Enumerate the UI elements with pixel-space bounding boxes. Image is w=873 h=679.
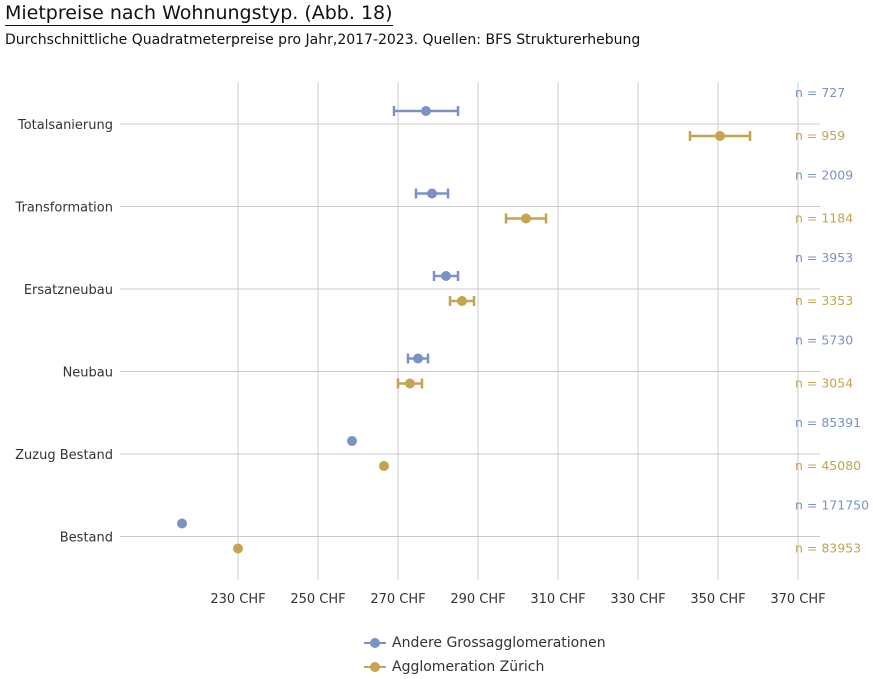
category-label: Ersatzneubau xyxy=(24,283,113,298)
n-label: n = 3054 xyxy=(795,376,853,391)
chart-title: Mietpreise nach Wohnungstyp. (Abb. 18) xyxy=(5,2,393,26)
n-label: n = 5730 xyxy=(795,333,853,348)
data-point xyxy=(421,106,431,116)
category-label: Totalsanierung xyxy=(17,118,113,133)
legend-swatch-zurich-icon xyxy=(364,661,386,673)
n-label: n = 1184 xyxy=(795,211,853,226)
n-label: n = 3953 xyxy=(795,250,853,265)
data-point xyxy=(715,131,725,141)
n-label: n = 85391 xyxy=(795,415,861,430)
data-point xyxy=(405,378,415,389)
n-label: n = 959 xyxy=(795,128,845,143)
legend-label-other: Andere Grossagglomerationen xyxy=(392,635,606,651)
n-label: n = 45080 xyxy=(795,458,861,473)
x-tick-label: 310 CHF xyxy=(530,592,585,607)
chart-subtitle: Durchschnittliche Quadratmeterpreise pro… xyxy=(5,32,641,48)
data-point xyxy=(413,353,423,364)
data-point xyxy=(233,543,243,554)
data-point xyxy=(457,296,467,306)
x-tick-label: 270 CHF xyxy=(370,592,425,607)
data-point xyxy=(427,188,437,199)
x-tick-label: 290 CHF xyxy=(450,592,505,607)
n-label: n = 3353 xyxy=(795,293,853,308)
legend-label-zurich: Agglomeration Zürich xyxy=(392,659,545,675)
data-point xyxy=(441,271,451,281)
chart-plot: 230 CHF 250 CHF 270 CHF 290 CHF 310 CHF 330 C… xyxy=(14,82,869,607)
data-point xyxy=(347,436,357,446)
category-label: Neubau xyxy=(63,366,113,381)
n-label: n = 171750 xyxy=(795,498,869,513)
x-tick-label: 330 CHF xyxy=(610,592,665,607)
x-tick-label: 370 CHF xyxy=(770,592,825,607)
n-label: n = 83953 xyxy=(795,541,861,556)
legend-item-zurich[interactable]: Agglomeration Zürich xyxy=(364,655,606,679)
data-point xyxy=(521,213,531,224)
x-tick-label: 230 CHF xyxy=(210,592,265,607)
category-label: Bestand xyxy=(60,531,113,546)
data-point xyxy=(177,518,187,529)
legend: Andere Grossagglomerationen Agglomeratio… xyxy=(364,631,606,679)
category-label: Zuzug Bestand xyxy=(15,448,113,463)
x-tick-label: 350 CHF xyxy=(690,592,745,607)
x-tick-label: 250 CHF xyxy=(290,592,345,607)
legend-swatch-other-icon xyxy=(364,637,386,649)
category-label: Transformation xyxy=(14,201,113,216)
data-point xyxy=(379,461,389,471)
n-label: n = 727 xyxy=(795,85,845,100)
legend-item-other[interactable]: Andere Grossagglomerationen xyxy=(364,631,606,655)
n-label: n = 2009 xyxy=(795,168,853,183)
